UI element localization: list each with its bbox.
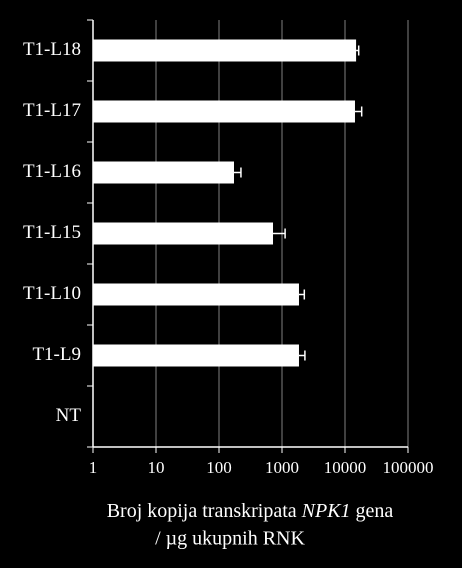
bar: [93, 283, 299, 306]
x-tick-label: 1: [89, 458, 98, 477]
x-label-part: NPK1: [301, 500, 351, 522]
y-tick-label: T1-L10: [23, 283, 81, 304]
y-tick-label: T1-L9: [32, 344, 81, 365]
bar: [93, 344, 299, 367]
x-tick-label: 10000: [324, 458, 367, 477]
bar: [93, 100, 355, 123]
x-tick-label: 100000: [383, 458, 434, 477]
x-label-part: gena: [356, 500, 394, 522]
x-label-part: Broj kopija transkripata: [107, 500, 297, 522]
x-tick-label: 1000: [265, 458, 299, 477]
x-tick-label: 10: [148, 458, 165, 477]
x-tick-label: 100: [206, 458, 232, 477]
y-tick-label: T1-L17: [23, 100, 81, 121]
y-tick-label: T1-L18: [23, 39, 81, 60]
x-axis-label: Broj kopija transkripata NPK1 gena: [107, 500, 394, 522]
bar: [93, 222, 274, 245]
y-tick-label: NT: [56, 405, 82, 426]
bar: [93, 161, 234, 184]
bar: [93, 39, 357, 62]
x-axis-label: / µg ukupnih RNK: [155, 528, 305, 550]
y-tick-label: T1-L16: [23, 161, 81, 182]
y-tick-label: T1-L15: [23, 222, 81, 243]
